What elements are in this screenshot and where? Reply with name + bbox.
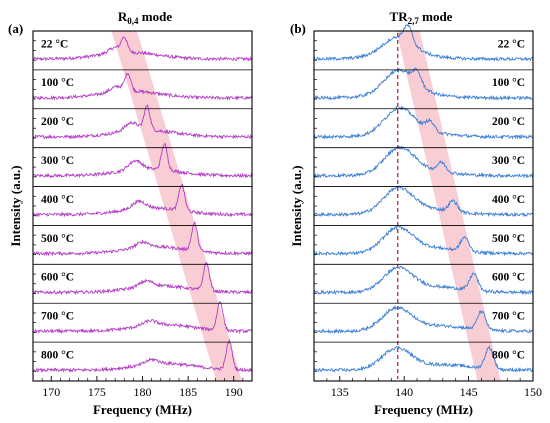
series-line [313,305,534,335]
series-label: 400 °C [492,194,525,206]
title-subscript: 2,7 [408,16,420,26]
y-axis-label: Intensity (a.u.) [289,165,304,246]
series-line [32,183,253,218]
title-main: R [118,9,128,24]
series-label: 600 °C [41,272,74,284]
x-axis-label: Frequency (MHz) [93,402,192,417]
series-label: 22 °C [498,38,525,50]
series-line [313,105,534,140]
series-label: 700 °C [41,311,74,323]
series-line [32,220,253,257]
series-label: 600 °C [492,272,525,284]
x-tick-label: 180 [134,385,152,399]
series-line [313,265,534,296]
series-line [313,23,534,62]
series-label: 100 °C [41,77,74,89]
plot-frame [313,30,534,382]
series-line [313,145,534,179]
series-line [313,185,534,218]
title-suffix: mode [419,9,453,24]
chart-panel-b: 22 °C 100 °C 200 °C 300 °C 400 °C 500 °C 600 °… [289,9,542,417]
series-label: 22 °C [41,38,68,50]
series-label: 100 °C [492,77,525,89]
x-axis-label: Frequency (MHz) [374,402,473,417]
x-tick-label: 145 [460,385,478,399]
series-line [32,142,253,179]
x-tick-label: 140 [395,385,413,399]
trend-band [111,31,242,381]
series-label: 200 °C [41,116,74,128]
x-tick-label: 185 [179,385,197,399]
series-label: 800 °C [41,349,74,361]
series-label: 200 °C [492,116,525,128]
series-line [32,338,253,373]
title-subscript: 0,4 [127,16,139,26]
title-suffix: mode [139,9,173,24]
panel-label: (b) [290,21,306,36]
series-line [313,225,534,257]
title-main: TR [390,9,409,24]
series-line [32,300,253,335]
panel-label: (a) [8,21,23,36]
series-label: 300 °C [492,155,525,167]
x-tick-label: 135 [331,385,349,399]
x-tick-label: 170 [42,385,60,399]
series-line [32,72,253,101]
series-line [313,345,534,373]
series-label: 800 °C [492,349,525,361]
x-tick-label: 190 [225,385,243,399]
series-line [32,104,253,140]
chart-title: TR2,7 mode [390,9,453,26]
x-tick-label: 150 [524,385,542,399]
x-tick-label: 175 [88,385,106,399]
series-line [313,67,534,101]
series-line [32,36,253,62]
series-label: 400 °C [41,194,74,206]
series-label: 500 °C [41,233,74,245]
series-label: 300 °C [41,155,74,167]
series-label: 700 °C [492,311,525,323]
series-line [32,261,253,296]
y-axis-label: Intensity (a.u.) [8,165,23,246]
series-label: 500 °C [492,233,525,245]
chart-title: R0,4 mode [118,9,172,26]
chart-panel-a: 22 °C 100 °C 200 °C 300 °C 400 °C 500 °C 600 °… [8,9,253,417]
